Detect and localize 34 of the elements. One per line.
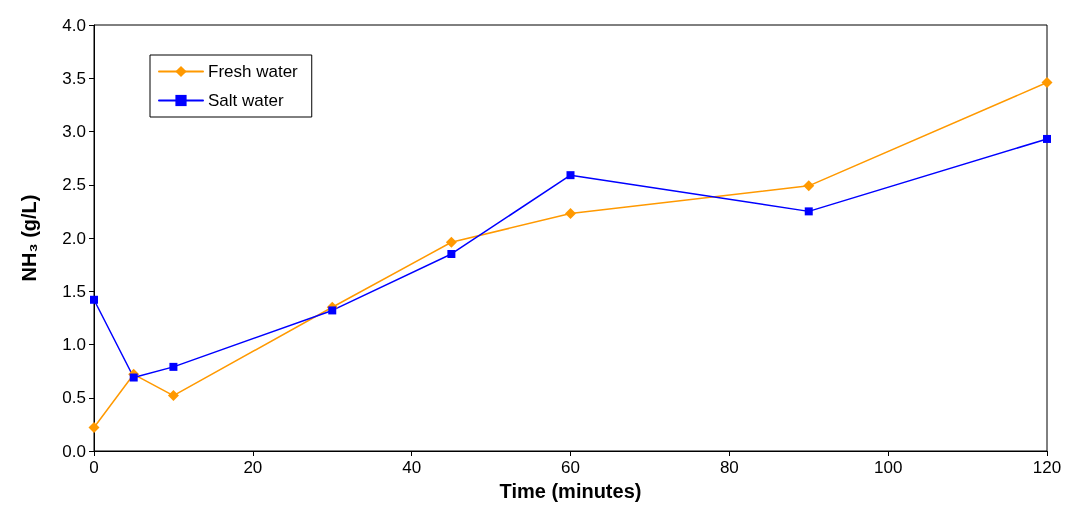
x-tick-label: 0 [89,458,99,477]
y-tick-label: 2.5 [62,175,86,195]
point [1041,77,1053,89]
point [445,236,457,248]
point [447,249,456,258]
y-tick-label: 0.0 [62,441,86,461]
legend-label: Salt water [208,91,284,110]
point [88,422,100,434]
y-tick-label: 1.0 [62,335,86,354]
y-tick-label: 4.0 [62,15,86,35]
y-tick-label: 2.0 [62,228,86,248]
y-tick-label: 3.5 [62,68,86,88]
point [1043,134,1051,143]
point [566,171,575,180]
point [167,390,179,402]
point [90,295,98,304]
x-axis-title: Time (minutes) [499,479,642,502]
point [129,373,138,382]
point [328,306,337,315]
point [804,207,813,216]
x-tick-label: 120 [1032,458,1062,477]
y-tick-label: 0.5 [62,388,86,408]
x-tick-label: 80 [719,458,739,477]
point [169,362,178,371]
y-tick-label: 1.5 [62,281,86,301]
legend-label: Fresh water [208,62,299,81]
y-axis-title: NH₃ (g/L) [18,194,40,282]
x-tick-label: 40 [402,458,422,477]
x-tick-label: 60 [561,458,580,477]
y-tick-label: 3.0 [62,122,86,141]
x-tick-label: 20 [243,458,263,477]
point [803,180,815,192]
x-tick-label: 100 [873,458,903,477]
point [565,208,576,220]
